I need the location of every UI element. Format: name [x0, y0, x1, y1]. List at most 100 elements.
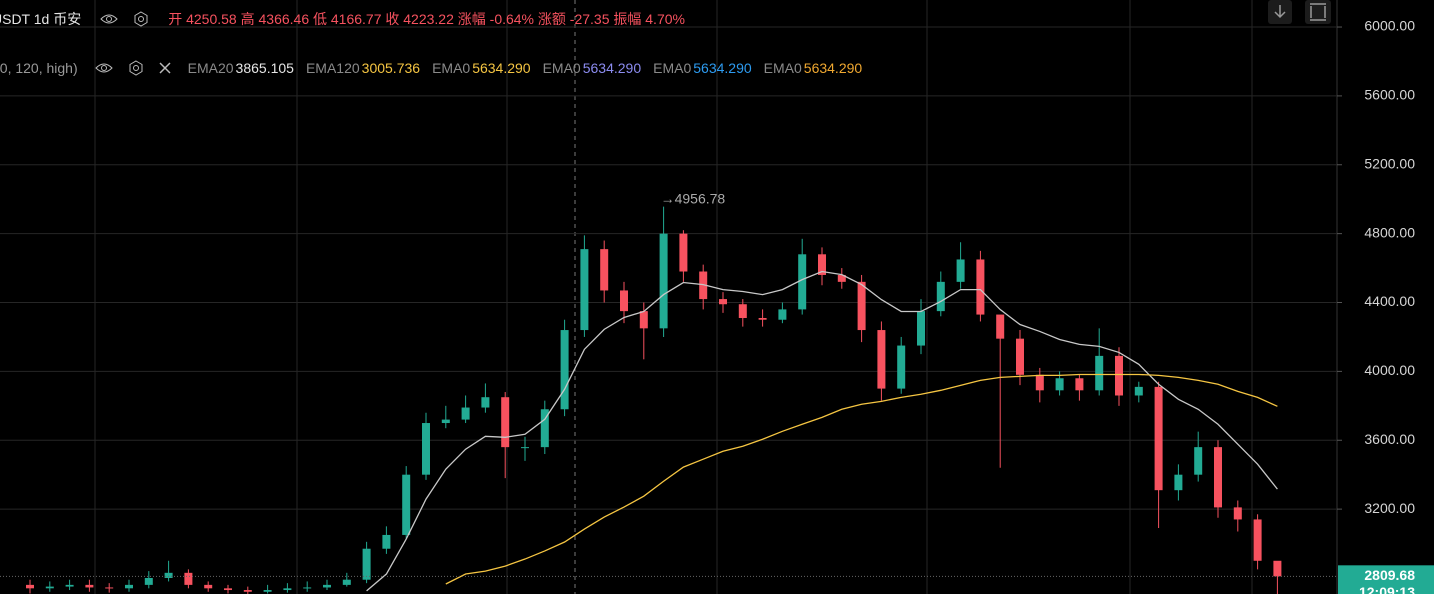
- legend-value: 5634.290: [582, 60, 642, 76]
- eye-icon[interactable]: [99, 12, 119, 26]
- candle-body: [1233, 507, 1242, 520]
- candle-body: [422, 423, 430, 475]
- candle-body: [1035, 374, 1044, 391]
- close-icon[interactable]: [158, 61, 172, 75]
- candle-body: [224, 588, 232, 591]
- grid: [0, 26, 1337, 510]
- candle-body: [521, 447, 529, 449]
- settings-icon[interactable]: [133, 11, 149, 27]
- fullscreen-icon: [1310, 3, 1326, 21]
- candle-body: [184, 572, 193, 585]
- last-price-label: 2809.68: [1364, 567, 1415, 583]
- candle-body: [144, 577, 153, 585]
- candle-body: [600, 249, 609, 291]
- candle-body: [323, 584, 331, 588]
- candle-body: [402, 474, 411, 535]
- candle-body: [857, 281, 866, 331]
- candle-body: [956, 259, 965, 282]
- candle-body: [1253, 519, 1262, 561]
- legend-value: 3865.105: [235, 60, 294, 76]
- candle-body: [303, 587, 312, 589]
- candle-body: [204, 584, 213, 589]
- candle-body: [778, 309, 787, 320]
- candle-body: [45, 586, 54, 589]
- candle-body: [362, 548, 371, 580]
- candle-body: [738, 304, 747, 319]
- candle-body: [26, 584, 34, 589]
- candle-body: [1214, 447, 1222, 508]
- y-tick-label: 6000.00: [1364, 18, 1415, 34]
- indicator-params: 20, 120, high): [0, 60, 78, 76]
- candle-body: [85, 584, 94, 588]
- price-axis: 3200.00 3600.00 4000.00 4400.00 4800.00 5200.…: [1337, 18, 1434, 594]
- candle-body: [580, 249, 589, 331]
- countdown: 12:09:13: [1359, 584, 1415, 594]
- candle-body: [560, 330, 569, 410]
- candle-body: [441, 419, 450, 424]
- legend-value: 5634.290: [472, 60, 531, 76]
- candle-body: [65, 584, 74, 587]
- header-row: USDT 1d 币安 开 4250.58 高 4366.46 低 4166.77…: [0, 9, 685, 29]
- candle-body: [1075, 378, 1084, 391]
- symbol: USDT 1d 币安: [0, 11, 82, 27]
- toolbar[interactable]: [1268, 0, 1331, 24]
- indicator-row: 20, 120, high) EMA20 3865.105 EMA120 3005.7…: [0, 58, 862, 78]
- legend-name: EMA120: [305, 60, 360, 76]
- candle-body: [1115, 355, 1123, 396]
- y-tick-label: 3600.00: [1364, 431, 1415, 447]
- settings-icon[interactable]: [128, 60, 144, 76]
- legend-name: EMA20: [187, 60, 234, 76]
- ema-line: [445, 373, 1278, 585]
- candle-body: [105, 587, 114, 589]
- candle-body: [976, 259, 985, 315]
- candle-body: [283, 588, 292, 591]
- candle-body: [877, 330, 886, 389]
- y-tick-label: 4400.00: [1364, 293, 1415, 309]
- candle-body: [540, 409, 549, 448]
- candle-body: [125, 584, 133, 589]
- candle-body: [342, 579, 351, 585]
- y-tick-label: 4800.00: [1364, 224, 1415, 240]
- candle-body: [1174, 474, 1183, 491]
- candle-body: [639, 311, 648, 329]
- quote: 开 4250.58 高 4366.46 低 4166.77 收 4223.22 …: [168, 11, 685, 27]
- ema-line: [366, 270, 1278, 592]
- candle-body: [501, 397, 510, 448]
- candle-body: [164, 572, 173, 578]
- legend-name: EMA0: [653, 60, 692, 76]
- candle-body: [1273, 560, 1282, 577]
- eye-icon[interactable]: [94, 61, 114, 75]
- candle-body: [917, 311, 925, 346]
- candle-body: [679, 233, 688, 272]
- candle-body: [1095, 355, 1104, 391]
- candle-body: [719, 299, 727, 305]
- candle-body: [1055, 378, 1064, 391]
- candle-body: [936, 281, 945, 312]
- legend-value: 3005.736: [361, 60, 421, 76]
- candle-body: [243, 590, 252, 592]
- down-icon: [1274, 5, 1286, 19]
- time-grid: [94, 0, 1253, 594]
- legend-name: EMA0: [432, 60, 471, 76]
- candle-body: [699, 271, 708, 300]
- candle-body: [798, 254, 807, 310]
- candle-body: [461, 407, 470, 420]
- y-tick-label: 4000.00: [1364, 362, 1415, 378]
- candle-body: [481, 397, 490, 408]
- candle-body: [1134, 386, 1143, 396]
- candle-body: [897, 345, 906, 389]
- candle-body: [818, 254, 826, 275]
- y-tick-label: 5600.00: [1364, 87, 1415, 103]
- legend-value: 5634.290: [693, 60, 752, 76]
- high-label: →4956.78: [661, 190, 726, 206]
- candle-body: [1154, 386, 1163, 491]
- candle-body: [659, 233, 668, 329]
- plot: →4956.78: [0, 190, 1337, 594]
- legend-value: 5634.290: [803, 60, 863, 76]
- candle-body: [1016, 338, 1024, 375]
- y-tick-label: 3200.00: [1364, 500, 1415, 516]
- candle-body: [996, 314, 1005, 339]
- candle-body: [837, 274, 846, 282]
